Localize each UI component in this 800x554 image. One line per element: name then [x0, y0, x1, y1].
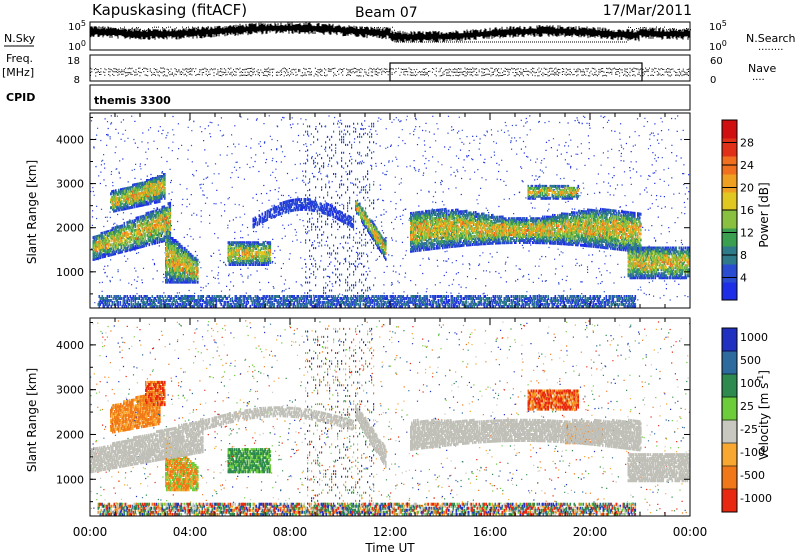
cpid-strip: CPID themis 3300 [6, 84, 691, 111]
velocity-cell [96, 320, 690, 516]
velocity-colorbar-tick-label: 25 [740, 400, 754, 413]
power-colorbar-swatch [722, 192, 737, 211]
x-tick-label: 04:00 [173, 525, 208, 539]
velocity-colorbar-swatch [722, 443, 737, 467]
y-tick-label: 4000 [56, 339, 84, 352]
velocity-colorbar-tick-label: -500 [740, 469, 765, 482]
nave-label: Nave [748, 62, 776, 75]
power-panel: 1000 2000 3000 4000 Slant Range [km] [25, 112, 691, 309]
power-ylabel: Slant Range [km] [25, 160, 39, 264]
power-colorbar-label: Power [dB] [757, 182, 771, 247]
nsky-label: N.Sky [4, 32, 36, 45]
power-scatter [90, 115, 690, 308]
velocity-colorbar-swatch [722, 328, 737, 352]
x-tick-label: 20:00 [573, 525, 608, 539]
y-tick-label: 3000 [56, 178, 84, 191]
nsky-trace [89, 22, 691, 43]
x-tick-label: 08:00 [273, 525, 308, 539]
velocity-colorbar-label: Velocity [m s-1] [756, 370, 771, 460]
velocity-scatter [90, 320, 690, 516]
y-tick-label: 4000 [56, 133, 84, 146]
velocity-x-axis: 00:00 04:00 08:00 12:00 16:00 20:00 00:00 [73, 318, 708, 539]
freq-trace [90, 67, 691, 77]
x-tick-label: 12:00 [373, 525, 408, 539]
frequency-window-box [389, 62, 643, 82]
velocity-y-axis: 1000 2000 3000 4000 [56, 321, 690, 503]
y-tick-label: 1000 [56, 266, 84, 279]
velocity-colorbar-swatch [722, 351, 737, 375]
power-colorbar-tick-label: 12 [740, 227, 754, 240]
velocity-colorbar-tick-label: 100 [740, 377, 761, 390]
power-colorbar-swatch [722, 120, 737, 139]
nsky-tick-bottom: 100 [68, 39, 86, 53]
x-tick-label: 00:00 [673, 525, 708, 539]
x-tick-label: 00:00 [73, 525, 108, 539]
velocity-colorbar-swatch [722, 374, 737, 398]
power-colorbar-tick-label: 8 [740, 249, 747, 262]
velocity-colorbar-tick-label: -25 [740, 423, 758, 436]
nsearch-label-line: ........ [758, 42, 783, 53]
freq-tick-bottom: 8 [74, 75, 80, 86]
freq-tick-top: 18 [67, 56, 80, 67]
velocity-colorbar: Velocity [m s-1] 1000 500 100 25 -25 -100 -500… [721, 327, 772, 513]
y-tick-label: 2000 [56, 222, 84, 235]
nsearch-tick-bottom: 100 [709, 39, 727, 53]
nsearch-label: N.Search [746, 32, 796, 45]
power-colorbar-tick-label: 20 [740, 182, 754, 195]
velocity-colorbar-tick-label: -1000 [740, 492, 772, 505]
power-y-axis: 1000 2000 3000 4000 [56, 116, 690, 295]
velocity-colorbar-swatch [722, 489, 737, 513]
velocity-ylabel: Slant Range [km] [25, 368, 39, 472]
cpid-program: themis 3300 [94, 94, 171, 107]
power-colorbar-tick-label: 28 [740, 137, 754, 150]
velocity-colorbar-swatch [722, 397, 737, 421]
nave-tick-top: 60 [710, 56, 723, 67]
freq-label: Freq. [6, 52, 33, 65]
x-axis-label: Time UT [364, 541, 415, 554]
freq-unit: [MHz] [2, 66, 34, 79]
velocity-cell [92, 320, 687, 516]
power-x-tickmarks [89, 113, 691, 308]
power-colorbar: Power [dB] 4 8 12 16 20 24 28 [721, 119, 771, 301]
power-cell [92, 122, 690, 308]
power-colorbar-swatch [722, 264, 737, 283]
power-colorbar-swatch [722, 228, 737, 247]
y-tick-label: 3000 [56, 384, 84, 397]
power-colorbar-tick-label: 16 [740, 204, 754, 217]
cpid-label: CPID [6, 91, 35, 104]
power-cell [91, 115, 690, 308]
nsky-tick-top: 105 [68, 19, 86, 33]
date-title: 17/Mar/2011 [603, 3, 692, 19]
x-tick-label: 16:00 [473, 525, 508, 539]
nsearch-tick-top: 105 [709, 19, 727, 33]
velocity-colorbar-swatch [722, 466, 737, 490]
velocity-colorbar-swatch [722, 420, 737, 444]
power-colorbar-tick-label: 4 [740, 272, 747, 285]
y-tick-label: 1000 [56, 473, 84, 486]
nave-tick-bottom: 0 [710, 75, 716, 86]
station-title: Kapuskasing (fitACF) [92, 1, 247, 19]
velocity-colorbar-tick-label: 500 [740, 354, 761, 367]
velocity-cell [90, 321, 688, 516]
power-colorbar-tick-label: 24 [740, 159, 754, 172]
beam-title: Beam 07 [355, 5, 418, 21]
velocity-cell [90, 404, 690, 483]
velocity-colorbar-tick-label: -100 [740, 446, 765, 459]
freq-strip: Freq. [MHz] 18 8 60 0 Nave .... [2, 52, 776, 86]
nave-label-line: .... [752, 72, 765, 83]
power-colorbar-swatch [722, 138, 737, 157]
y-tick-label: 2000 [56, 428, 84, 441]
nsky-strip: N.Sky 105 100 105 100 N.Search ........ [4, 19, 796, 53]
power-cell [93, 182, 690, 276]
power-colorbar-swatch [722, 174, 737, 193]
power-colorbar-swatch [722, 282, 737, 301]
power-colorbar-swatch [722, 210, 737, 229]
velocity-colorbar-tick-label: 1000 [740, 331, 768, 344]
velocity-panel: 1000 2000 3000 4000 00:00 04:00 08:00 12:00 16:… [25, 317, 708, 554]
